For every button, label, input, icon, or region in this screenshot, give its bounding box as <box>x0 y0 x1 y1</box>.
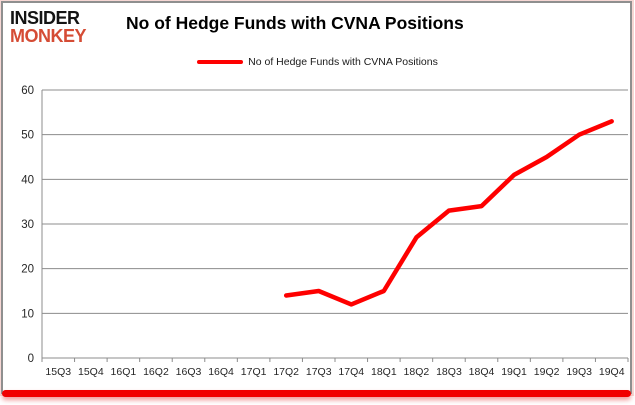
svg-text:19Q1: 19Q1 <box>501 366 527 378</box>
svg-text:16Q2: 16Q2 <box>143 366 169 378</box>
bottom-red-bar <box>2 390 631 397</box>
svg-text:16Q3: 16Q3 <box>176 366 202 378</box>
chart-title: No of Hedge Funds with CVNA Positions <box>126 13 464 33</box>
logo-line2: MONKEY <box>10 26 87 46</box>
svg-text:10: 10 <box>21 308 34 320</box>
logo-line1: INSIDER <box>10 8 80 28</box>
legend-line-icon <box>197 59 244 65</box>
svg-text:17Q2: 17Q2 <box>273 366 299 378</box>
svg-text:18Q2: 18Q2 <box>404 366 430 378</box>
svg-text:40: 40 <box>21 174 34 186</box>
svg-text:18Q1: 18Q1 <box>371 366 397 378</box>
svg-text:18Q3: 18Q3 <box>436 366 462 378</box>
svg-text:15Q3: 15Q3 <box>45 366 71 378</box>
svg-text:17Q4: 17Q4 <box>338 366 364 378</box>
svg-text:19Q3: 19Q3 <box>566 366 592 378</box>
svg-text:16Q4: 16Q4 <box>208 366 234 378</box>
svg-text:17Q1: 17Q1 <box>241 366 267 378</box>
legend-label: No of Hedge Funds with CVNA Positions <box>248 56 438 68</box>
chart-legend: No of Hedge Funds with CVNA Positions <box>0 56 635 68</box>
svg-text:20: 20 <box>21 264 34 276</box>
svg-text:19Q4: 19Q4 <box>599 366 625 378</box>
svg-text:18Q4: 18Q4 <box>469 366 495 378</box>
svg-text:0: 0 <box>28 353 34 365</box>
svg-text:30: 30 <box>21 219 34 231</box>
svg-text:15Q4: 15Q4 <box>78 366 104 378</box>
svg-text:17Q3: 17Q3 <box>306 366 332 378</box>
insider-monkey-logo: INSIDER MONKEY <box>10 8 87 46</box>
svg-text:19Q2: 19Q2 <box>534 366 560 378</box>
svg-text:60: 60 <box>21 85 34 97</box>
svg-text:16Q1: 16Q1 <box>111 366 137 378</box>
svg-text:50: 50 <box>21 130 34 142</box>
